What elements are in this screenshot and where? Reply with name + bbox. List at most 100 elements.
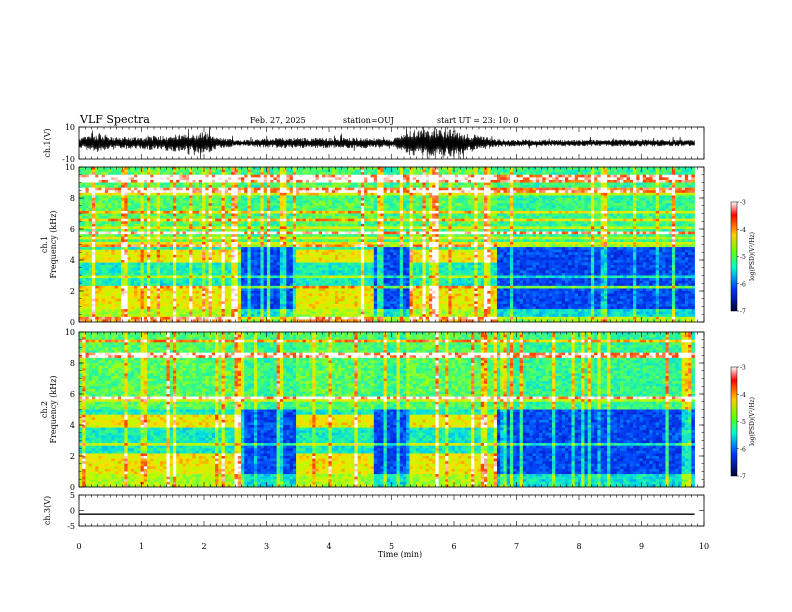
spectrogram-cell [270, 188, 274, 191]
spectrogram-cell [115, 265, 119, 268]
spectrogram-cell [82, 198, 86, 201]
spectrogram-cell [303, 172, 307, 175]
spectrogram-cell [251, 234, 255, 237]
spectrogram-cell [131, 170, 135, 173]
spectrogram-cell [205, 286, 209, 289]
spectrogram-cell [296, 296, 300, 299]
spectrogram-cell [290, 195, 294, 198]
spectrogram-cell [150, 234, 154, 237]
spectrogram-cell [215, 180, 219, 183]
spectrogram-cell [192, 206, 196, 209]
spectrogram-cell [254, 195, 258, 198]
spectrogram-cell [325, 273, 329, 276]
spectrogram-cell [209, 237, 213, 240]
spectrogram-cell [137, 245, 141, 248]
spectrogram-cell [264, 234, 268, 237]
spectrogram-cell [325, 198, 329, 201]
spectrogram-cell [124, 239, 128, 242]
spectrogram-cell [196, 314, 200, 317]
spectrogram-cell [124, 229, 128, 232]
spectrogram-cell [215, 307, 219, 310]
spectrogram-cell [228, 278, 232, 281]
spectrogram-cell [118, 226, 122, 229]
spectrogram-cell [280, 242, 284, 245]
spectrogram-cell [102, 281, 106, 284]
spectrogram-cell [270, 216, 274, 219]
spectrogram-cell [215, 183, 219, 186]
spectrogram-cell [85, 214, 89, 217]
spectrogram-cell [322, 203, 326, 206]
spectrogram-cell [241, 216, 245, 219]
spectrogram-cell [277, 237, 281, 240]
spectrogram-cell [293, 260, 297, 263]
date-label: Feb. 27, 2025 [250, 116, 306, 125]
spectrogram-cell [247, 283, 251, 286]
spectrogram-cell [296, 203, 300, 206]
spectrogram-cell [147, 304, 151, 307]
spectrogram-cell [267, 190, 271, 193]
spectrogram-cell [316, 307, 320, 310]
spectrogram-cell [290, 180, 294, 183]
spectrogram-cell [296, 278, 300, 281]
spectrogram-cell [296, 255, 300, 258]
spectrogram-cell [325, 304, 329, 307]
spectrogram-cell [222, 307, 226, 310]
spectrogram-cell [205, 278, 209, 281]
spectrogram-cell [303, 312, 307, 315]
spectrogram-cell [157, 224, 161, 227]
spectrogram-cell [322, 288, 326, 291]
spectrogram-cell [235, 239, 239, 242]
spectrogram-cell [316, 229, 320, 232]
spectrogram-cell [228, 250, 232, 253]
spectrogram-cell [128, 278, 132, 281]
spectrogram-cell [105, 177, 109, 180]
spectrogram-cell [85, 203, 89, 206]
spectrogram-cell [179, 309, 183, 312]
spectrogram-cell [92, 255, 96, 258]
spectrogram-cell [238, 203, 242, 206]
spectrogram-cell [134, 255, 138, 258]
spectrogram-cell [270, 286, 274, 289]
spectrogram-cell [179, 286, 183, 289]
spectrogram-cell [309, 188, 313, 191]
spectrogram-cell [303, 206, 307, 209]
spectrogram-cell [111, 206, 115, 209]
spectrogram-cell [186, 317, 190, 320]
spectrogram-cell [238, 296, 242, 299]
spectrogram-cell [92, 312, 96, 315]
spectrogram-cell [102, 263, 106, 266]
spectrogram-cell [280, 183, 284, 186]
spectrogram-cell [124, 167, 128, 170]
spectrogram-cell [209, 250, 213, 253]
spectrogram-cell [319, 281, 323, 284]
spectrogram-cell [260, 239, 264, 242]
spectrogram-cell [225, 276, 229, 279]
spectrogram-cell [280, 239, 284, 242]
spectrogram-cell [306, 317, 310, 320]
spectrogram-cell [293, 234, 297, 237]
spectrogram-cell [176, 286, 180, 289]
spectrogram-cell [299, 283, 303, 286]
spectrogram-cell [141, 167, 145, 170]
spectrogram-cell [325, 250, 329, 253]
spectrogram-cell [247, 216, 251, 219]
spectrogram-cell [296, 276, 300, 279]
spectrogram-cell [137, 224, 141, 227]
spectrogram-cell [192, 242, 196, 245]
spectrogram-cell [260, 299, 264, 302]
spectrogram-cell [89, 221, 93, 224]
spectrogram-cell [222, 190, 226, 193]
spectrogram-cell [105, 296, 109, 299]
spectrogram-cell [283, 203, 287, 206]
spectrogram-cell [128, 263, 132, 266]
spectrogram-cell [121, 307, 125, 310]
spectrogram-cell [134, 268, 138, 271]
spectrogram-cell [316, 221, 320, 224]
spectrogram-cell [186, 232, 190, 235]
spectrogram-cell [82, 201, 86, 204]
spectrogram-cell [131, 312, 135, 315]
spectrogram-cell [293, 195, 297, 198]
spectrogram-cell [150, 175, 154, 178]
spectrogram-cell [325, 170, 329, 173]
spectrogram-cell [144, 288, 148, 291]
